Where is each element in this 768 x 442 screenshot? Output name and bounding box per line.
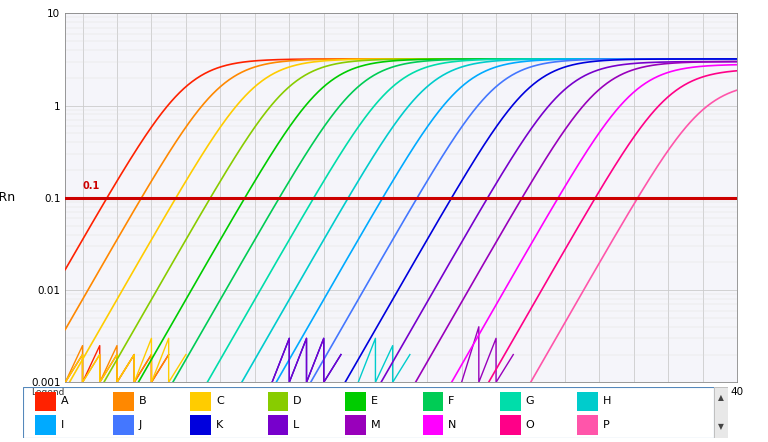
- Text: ▲: ▲: [718, 393, 724, 402]
- Bar: [35, 415, 56, 434]
- Bar: [268, 392, 289, 411]
- Bar: [500, 392, 521, 411]
- Text: ▼: ▼: [718, 422, 724, 431]
- Text: Legend: Legend: [31, 388, 65, 397]
- Bar: [500, 415, 521, 434]
- Text: P: P: [603, 420, 610, 430]
- Y-axis label: ΔRn: ΔRn: [0, 191, 15, 204]
- Bar: [113, 415, 134, 434]
- Text: I: I: [61, 420, 65, 430]
- X-axis label: Cycle: Cycle: [384, 401, 419, 414]
- Text: G: G: [525, 396, 535, 407]
- Text: M: M: [371, 420, 380, 430]
- Bar: [578, 415, 598, 434]
- Bar: [578, 392, 598, 411]
- Bar: [422, 392, 443, 411]
- Bar: [190, 392, 211, 411]
- Text: 0.1: 0.1: [82, 181, 100, 191]
- Bar: [35, 392, 56, 411]
- Bar: [345, 415, 366, 434]
- Text: N: N: [449, 420, 456, 430]
- Text: D: D: [293, 396, 302, 407]
- Text: A: A: [61, 396, 68, 407]
- Bar: [345, 392, 366, 411]
- Text: L: L: [293, 420, 300, 430]
- Text: K: K: [216, 420, 223, 430]
- Text: J: J: [138, 420, 142, 430]
- Text: O: O: [525, 420, 535, 430]
- Bar: [190, 415, 211, 434]
- Bar: [113, 392, 134, 411]
- Bar: [422, 415, 443, 434]
- Text: B: B: [138, 396, 146, 407]
- Text: C: C: [216, 396, 223, 407]
- Bar: [268, 415, 289, 434]
- Text: E: E: [371, 396, 378, 407]
- Text: H: H: [603, 396, 611, 407]
- Text: F: F: [449, 396, 455, 407]
